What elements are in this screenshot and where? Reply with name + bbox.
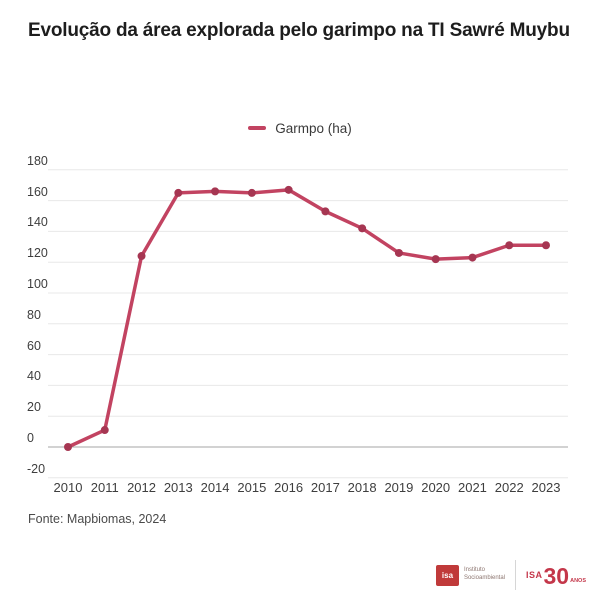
y-axis-tick-label: 160 xyxy=(27,184,48,199)
data-point xyxy=(174,188,183,197)
x-axis-tick-label: 2020 xyxy=(421,480,451,495)
chart-canvas xyxy=(48,169,568,479)
y-axis-tick-label: 100 xyxy=(27,277,48,291)
data-point xyxy=(468,253,477,262)
logo-divider xyxy=(515,560,516,590)
x-axis-tick-label: 2016 xyxy=(274,480,304,495)
isa-logo-name: Instituto Socioambiental xyxy=(464,567,505,583)
x-axis-tick-label: 2018 xyxy=(347,480,377,495)
isa-logo-name-line1: Instituto xyxy=(463,567,485,574)
data-point xyxy=(394,248,403,257)
data-point xyxy=(431,255,440,264)
page-title: Evolução da área explorada pelo garimpo … xyxy=(28,20,570,41)
isa-30-anos-logo: ISA 30 ANOS xyxy=(526,563,586,588)
y-axis-tick-label: 140 xyxy=(27,215,48,230)
isa-logo-name-line2: Socioambiental xyxy=(463,575,505,581)
x-axis-tick-label: 2015 xyxy=(237,480,267,495)
y-axis-tick-label: 60 xyxy=(27,338,41,353)
y-axis-tick-label: 0 xyxy=(27,431,34,445)
x-axis-tick-label: 2011 xyxy=(90,480,119,495)
x-axis-tick-label: 2012 xyxy=(127,480,156,495)
data-point xyxy=(358,224,367,233)
data-point xyxy=(100,426,109,435)
data-point xyxy=(247,188,256,197)
isa30-number: 30 xyxy=(543,562,570,589)
legend-label: Garmpo (ha) xyxy=(275,120,352,136)
chart-legend: Garmpo (ha) xyxy=(0,120,600,136)
x-axis-tick-label: 2023 xyxy=(531,480,561,495)
x-axis-tick-label: 2014 xyxy=(200,480,230,495)
y-axis-tick-label: -20 xyxy=(27,461,46,476)
data-point xyxy=(321,207,330,216)
data-point xyxy=(284,185,293,194)
x-axis-tick-label: 2022 xyxy=(494,480,524,495)
data-point xyxy=(64,443,72,451)
data-point xyxy=(137,252,146,261)
x-axis-tick-label: 2017 xyxy=(310,480,340,495)
data-line xyxy=(66,188,548,449)
x-axis-tick-label: 2010 xyxy=(53,480,83,495)
x-axis-tick-label: 2019 xyxy=(384,480,414,495)
isa-logo: isa Instituto Socioambiental xyxy=(435,564,505,586)
source-caption: Fonte: Mapbiomas, 2024 xyxy=(28,512,167,526)
y-axis-tick-label: 120 xyxy=(27,246,48,261)
data-point xyxy=(505,241,514,250)
y-axis-tick-label: 40 xyxy=(27,369,41,384)
legend-line-swatch xyxy=(248,126,267,130)
isa-logo-icon: isa xyxy=(435,564,459,586)
x-axis-tick-label: 2013 xyxy=(163,480,193,495)
footer-logos: isa Instituto Socioambiental ISA 30 ANOS xyxy=(435,556,586,594)
line-chart: 180 160 140 120 100 80 60 40 20 0 -20 2010 2011 2012 2… xyxy=(0,150,600,510)
x-axis-tick-label: 2021 xyxy=(457,480,487,495)
isa30-prefix: ISA xyxy=(526,569,543,580)
y-axis-tick-label: 80 xyxy=(27,307,41,322)
y-axis-tick-label: 180 xyxy=(27,153,48,168)
data-point xyxy=(211,187,220,196)
data-point xyxy=(542,241,550,250)
y-axis-tick-label: 20 xyxy=(27,400,41,415)
isa30-suffix: ANOS xyxy=(570,577,586,584)
